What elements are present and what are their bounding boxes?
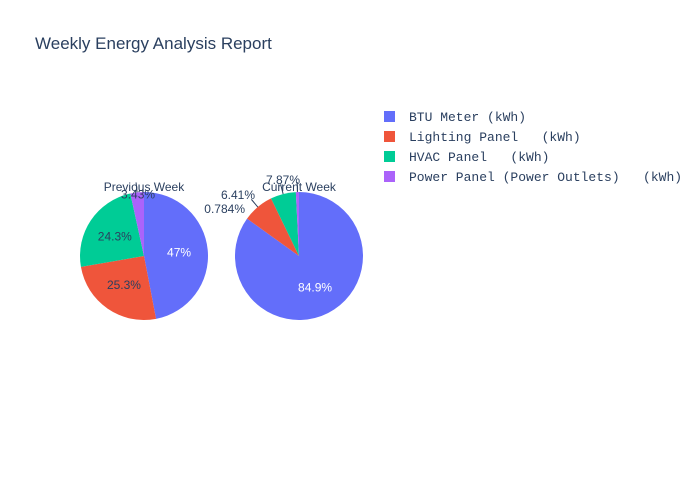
legend: BTU Meter (kWh) Lighting Panel (kWh) HVAC … bbox=[384, 110, 682, 185]
pie-slice[interactable] bbox=[295, 192, 299, 256]
pie-slice[interactable] bbox=[271, 192, 299, 256]
pie-subtitle: Previous Week bbox=[104, 180, 185, 194]
legend-item[interactable]: Lighting Panel (kWh) bbox=[384, 130, 581, 145]
data-label: 47% bbox=[167, 246, 191, 260]
legend-label: Lighting Panel (kWh) bbox=[409, 130, 581, 145]
data-label: 3.43% bbox=[121, 187, 155, 201]
data-label: 24.3% bbox=[98, 229, 132, 243]
legend-swatch bbox=[384, 171, 395, 182]
legend-label: Power Panel (Power Outlets) (kWh) bbox=[409, 170, 682, 185]
data-label: 84.9% bbox=[298, 280, 332, 294]
label-leader-line bbox=[135, 182, 138, 193]
data-label: 0.784% bbox=[204, 202, 245, 216]
data-label: 6.41% bbox=[221, 188, 255, 202]
label-leader-line bbox=[250, 199, 259, 208]
pie-slice[interactable] bbox=[80, 256, 157, 320]
legend-label: HVAC Panel (kWh) bbox=[409, 150, 549, 165]
legend-item[interactable]: BTU Meter (kWh) bbox=[384, 110, 526, 125]
data-label: 7.87% bbox=[266, 173, 300, 187]
pie-slice[interactable] bbox=[144, 192, 209, 319]
pie-slice[interactable] bbox=[130, 192, 144, 256]
legend-swatch bbox=[384, 131, 395, 142]
pie-2: 84.9% 7.87% 6.41%0.784% Current Week bbox=[204, 173, 363, 320]
chart-title: Weekly Energy Analysis Report bbox=[35, 34, 272, 53]
legend-swatch bbox=[384, 111, 395, 122]
legend-label: BTU Meter (kWh) bbox=[409, 110, 526, 125]
data-label: 25.3% bbox=[107, 278, 141, 292]
legend-item[interactable]: HVAC Panel (kWh) bbox=[384, 150, 549, 165]
pie-slice[interactable] bbox=[80, 193, 144, 267]
pie-subtitle: Current Week bbox=[262, 180, 337, 194]
legend-item[interactable]: Power Panel (Power Outlets) (kWh) bbox=[384, 170, 682, 185]
pie-slice[interactable] bbox=[247, 198, 299, 256]
legend-swatch bbox=[384, 151, 395, 162]
pie-1: 47% 25.3% 24.3% 3.43%Previous Week bbox=[80, 180, 209, 320]
label-leader-line bbox=[280, 184, 284, 195]
